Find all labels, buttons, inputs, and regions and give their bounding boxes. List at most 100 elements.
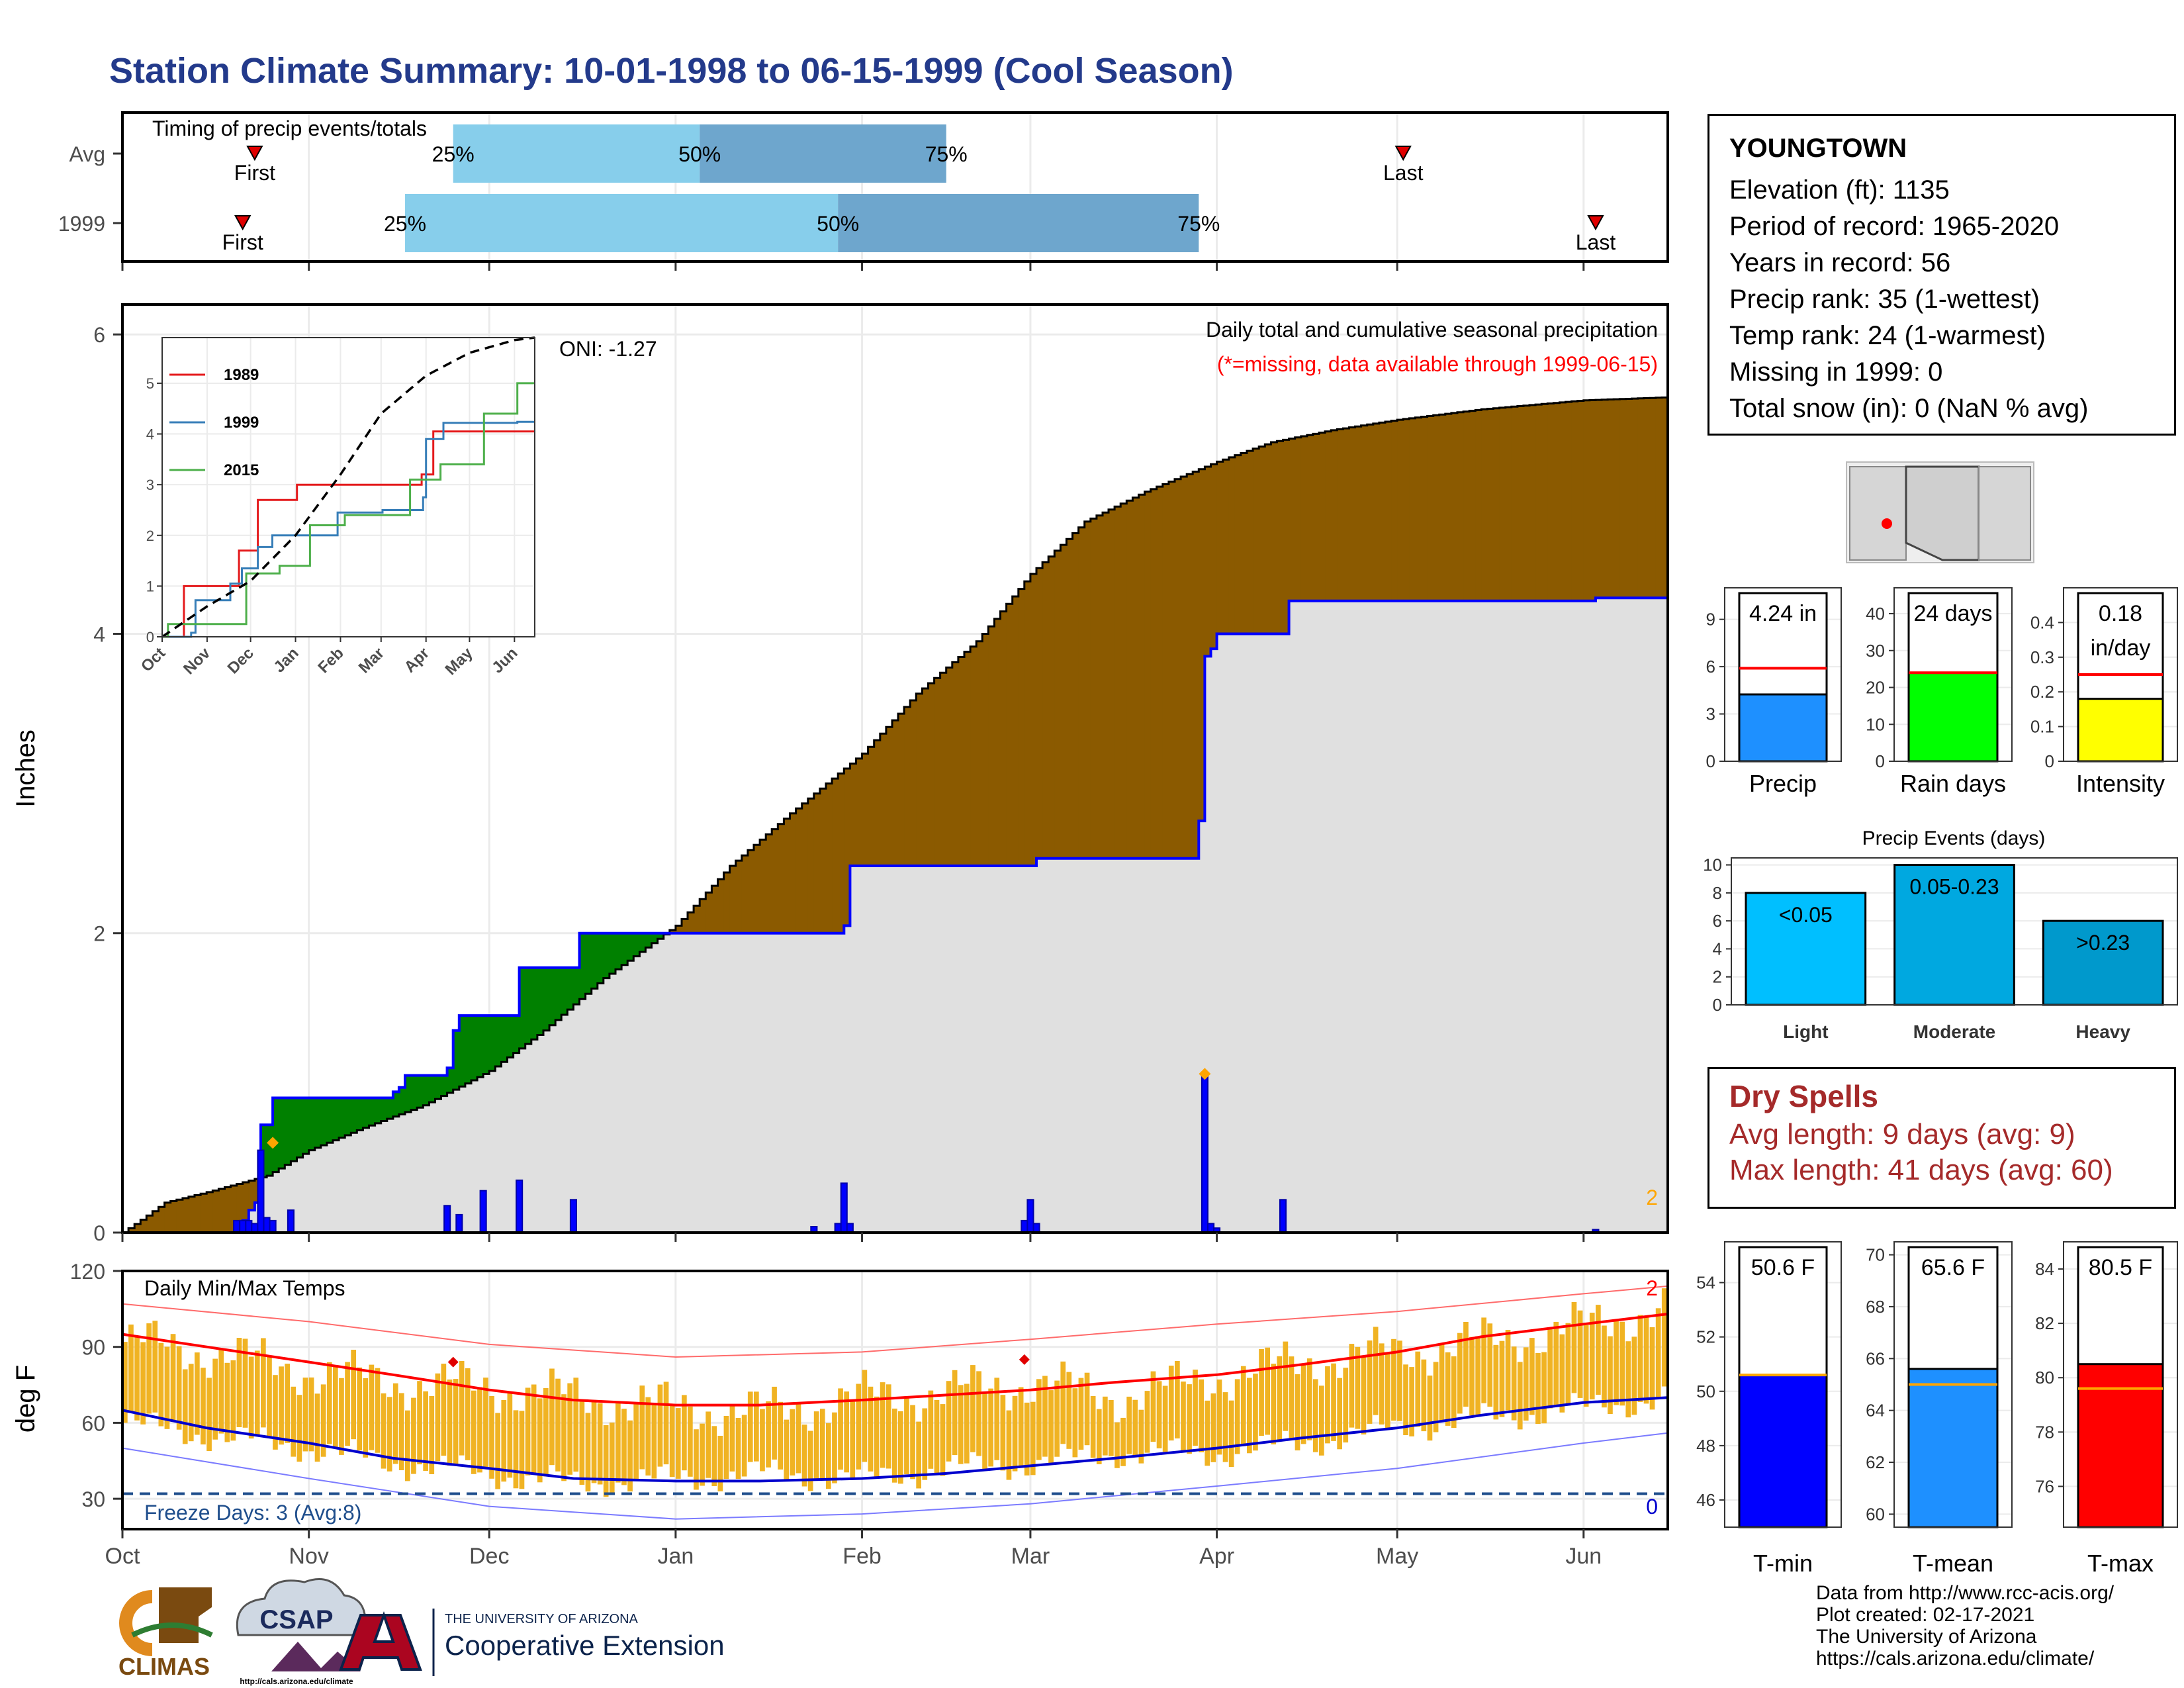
precip-surplus-band: [429, 1075, 436, 1103]
precip-surplus-band: [597, 933, 604, 984]
temp-x-tick-label: Jun: [1565, 1544, 1602, 1569]
temp-mini-1-value-bar: [1907, 1368, 1999, 1528]
precip-deficit-band: [1132, 497, 1140, 859]
temp-daily-bar: [1138, 1409, 1144, 1464]
temp-daily-bar: [832, 1412, 837, 1483]
precip-mini-1-border: [1893, 587, 2013, 762]
temp-daily-bar: [291, 1386, 296, 1457]
temp-daily-bar: [1571, 1302, 1577, 1393]
temp-daily-bar: [435, 1373, 441, 1462]
temp-mini-1-label: T-mean: [1913, 1550, 1993, 1577]
map-neighbor-state: [1849, 466, 1907, 561]
temp-daily-bar: [976, 1371, 981, 1456]
csap-mountain-icon: [271, 1642, 361, 1671]
inset-y-tick-label: 2: [146, 528, 154, 544]
temp-daily-bar: [1187, 1384, 1192, 1454]
precip-deficit-band: [952, 662, 959, 866]
timing-bar-q25-q50: [453, 124, 700, 183]
temp-daily-bar: [128, 1324, 134, 1413]
temp-panel-border: [121, 1270, 1669, 1530]
timing-q50-label: 50%: [817, 212, 859, 236]
precip-deficit-band: [807, 798, 815, 933]
temp-daily-bar: [1649, 1327, 1655, 1410]
precip-deficit-band: [1493, 408, 1500, 601]
temp-daily-bar: [1210, 1393, 1216, 1462]
csap-logo: CSAP http://cals.arizona.edu/climate: [236, 1578, 367, 1686]
precip-deficit-band: [801, 803, 809, 933]
temp-mini-0-y-tick-label: 48: [1696, 1436, 1715, 1456]
inset-panel-bg: [162, 338, 535, 637]
precip-deficit-band: [1006, 604, 1013, 866]
temp-daily-bar: [1144, 1391, 1150, 1453]
precip-deficit-band: [1445, 414, 1452, 601]
precip-deficit-band: [164, 1202, 171, 1233]
temp-daily-bar: [201, 1368, 206, 1445]
temp-daily-bar: [1265, 1347, 1270, 1435]
temp-daily-bar: [218, 1348, 224, 1434]
precip-deficit-band: [224, 1187, 232, 1233]
precip-y-tick-label: 6: [93, 323, 105, 347]
precip-deficit-band: [1511, 406, 1518, 601]
precip-surplus-band: [308, 1098, 316, 1150]
temp-daily-bar: [904, 1396, 909, 1475]
precip-deficit-band: [1391, 420, 1398, 601]
temp-daily-bar: [1168, 1366, 1174, 1441]
temp-daily-bar: [1511, 1346, 1517, 1421]
temp-daily-bar: [1283, 1341, 1289, 1431]
temp-daily-bar: [1553, 1321, 1559, 1405]
temp-daily-bar: [333, 1367, 338, 1448]
timing-last-marker: [1394, 146, 1412, 162]
precip-deficit-band: [1216, 461, 1224, 634]
precip-deficit-band: [170, 1201, 177, 1233]
temp-daily-bar: [639, 1385, 645, 1470]
temp-daily-bar: [711, 1426, 717, 1486]
climas-logo-wave-icon: [131, 1622, 213, 1638]
precip-daily-bar: [233, 1219, 241, 1234]
precip-y-axis-label: Inches: [11, 729, 40, 808]
precip-deficit-band: [705, 892, 712, 933]
precip-deficit-band: [838, 773, 844, 933]
precip-deficit-band: [760, 839, 766, 933]
precip-deficit-band: [832, 778, 839, 933]
precip-deficit-band: [1312, 434, 1320, 601]
temp-daily-bar: [345, 1362, 350, 1446]
temp-daily-bar: [411, 1397, 416, 1474]
precip-deficit-band: [1090, 518, 1097, 859]
events-y-tick-label: 4: [1713, 939, 1722, 959]
precip-surplus-band: [435, 1075, 442, 1100]
temp-daily-bar: [1637, 1315, 1643, 1402]
precip-deficit-band: [1066, 539, 1073, 859]
climas-logo-sun-icon: [119, 1590, 153, 1656]
station-elevation: Elevation (ft): 1135: [1729, 175, 1950, 205]
temp-daily-bar: [700, 1423, 705, 1486]
temp-daily-bar: [1577, 1310, 1583, 1398]
dry-spells-title: Dry Spells: [1729, 1079, 1878, 1113]
timing-bar-q50-q75: [838, 194, 1199, 252]
temp-daily-bar: [1306, 1358, 1312, 1440]
temp-daily-bar: [230, 1360, 236, 1441]
temp-daily-bar: [1499, 1340, 1505, 1417]
precip-surplus-band: [579, 933, 586, 1000]
precip-surplus-band: [567, 967, 574, 1010]
timing-bar-q50-q75: [700, 124, 946, 183]
temp-daily-bar: [164, 1346, 170, 1429]
precip-mini-1-y-tick-label: 30: [1866, 641, 1885, 661]
temp-daily-bar: [772, 1386, 777, 1460]
temp-daily-bar: [645, 1397, 651, 1476]
precip-daily-bar: [455, 1213, 463, 1234]
temp-daily-bar: [898, 1411, 903, 1484]
temp-daily-bar: [717, 1436, 723, 1491]
precip-deficit-band: [1331, 430, 1338, 601]
temp-daily-bar: [682, 1395, 687, 1471]
page-title: Station Climate Summary: 10-01-1998 to 0…: [109, 51, 1234, 91]
temp-daily-bar: [339, 1378, 344, 1455]
precip-deficit-band: [1475, 410, 1482, 601]
temp-daily-bar: [1132, 1399, 1138, 1457]
temp-daily-bar: [627, 1420, 633, 1492]
precip-mini-1-label: Rain days: [1900, 770, 2006, 797]
temp-x-tick-label: Apr: [1199, 1544, 1234, 1569]
temp-daily-bar: [1379, 1343, 1385, 1425]
precip-deficit-band: [1661, 397, 1668, 598]
precip-surplus-band: [326, 1098, 334, 1143]
precip-daily-bar: [834, 1223, 842, 1234]
